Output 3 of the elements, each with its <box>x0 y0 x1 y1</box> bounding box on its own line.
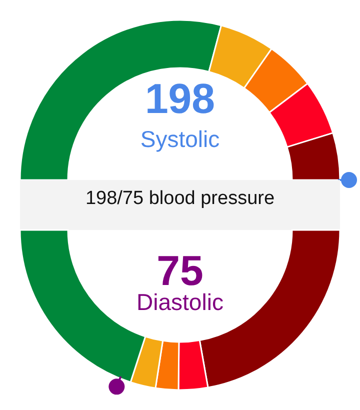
text: 198/75 blood pressure <box>85 188 275 209</box>
text: Systolic <box>140 126 220 152</box>
text: 198 <box>144 75 216 122</box>
